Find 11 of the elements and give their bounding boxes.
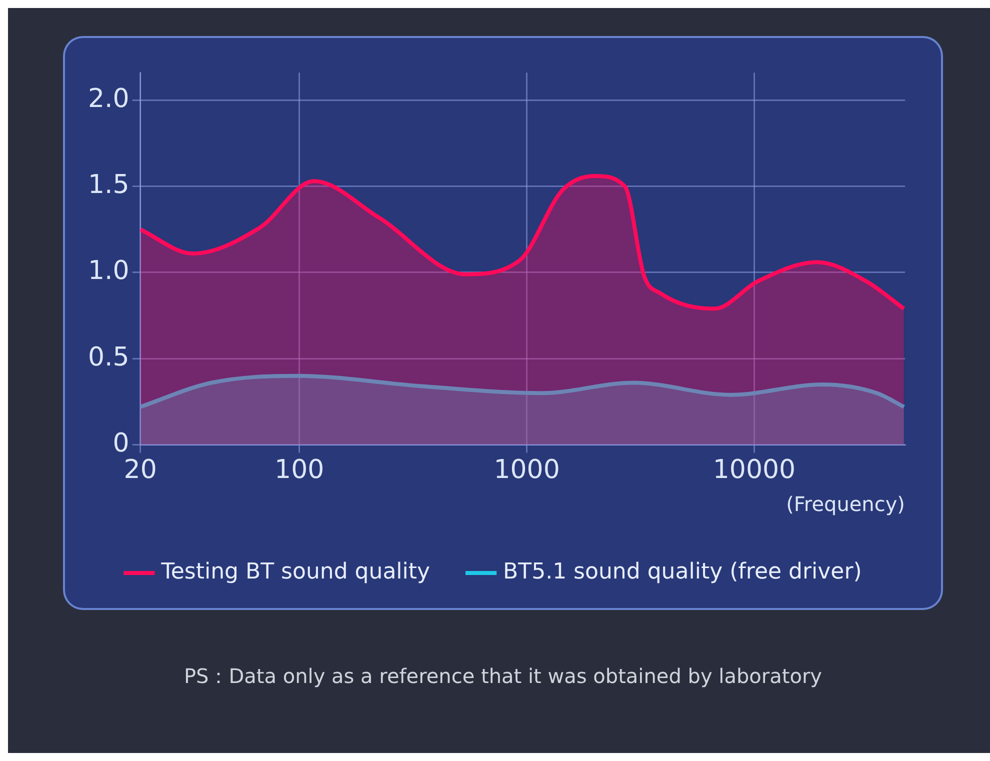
y-tick-label: 2.0 [88, 84, 130, 114]
text: PS：Data only as a reference that it was obtained by laboratory [182, 663, 824, 690]
x-tick-label: 1000 [494, 455, 560, 486]
legend-label: BT5.1 sound quality (free driver) [503, 560, 862, 585]
y-tick-label: 0.5 [88, 342, 130, 372]
x-tick-label: 100 [274, 455, 324, 486]
x-tick-label: 10000 [712, 455, 796, 486]
y-tick-label: 1.5 [88, 170, 130, 200]
legend-label: Testing BT sound quality [160, 560, 430, 585]
x-axis-title: (Frequency) [786, 492, 905, 516]
y-tick-label: 1.0 [88, 256, 130, 286]
